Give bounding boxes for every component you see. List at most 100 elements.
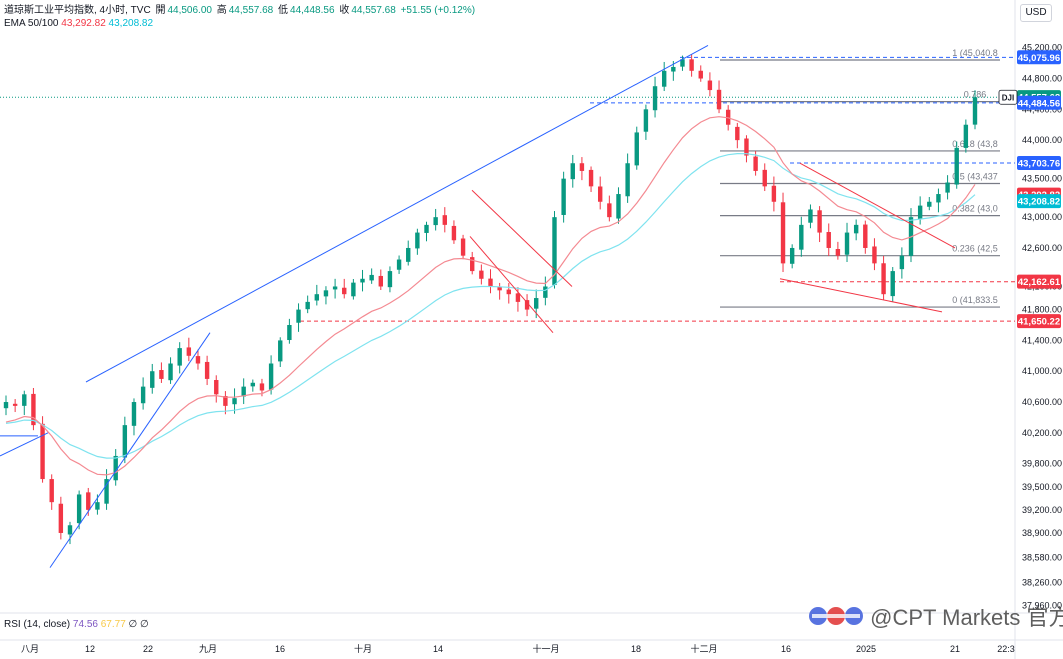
candle-body	[543, 286, 548, 298]
y-tick-label: 42,600.00	[1022, 243, 1062, 253]
candle-body	[67, 525, 73, 535]
x-tick-label: 22	[143, 644, 153, 654]
candle-body	[799, 224, 804, 250]
y-tick-label: 43,500.00	[1022, 174, 1062, 184]
candle-body	[561, 178, 566, 215]
low-label: 低	[278, 5, 289, 16]
wedge-lower	[779, 278, 943, 313]
candle-body	[369, 274, 374, 281]
upper-trendline	[85, 44, 709, 383]
candle-body	[616, 194, 621, 219]
candle-body	[534, 298, 539, 309]
candle-body	[607, 203, 612, 218]
change-value: +51.55 (+0.12%)	[400, 5, 476, 16]
candle-body	[899, 255, 905, 270]
candle-body	[579, 163, 585, 171]
candle-body	[927, 201, 932, 207]
candle-body	[497, 286, 502, 291]
candle-body	[415, 232, 420, 249]
candle-body	[287, 325, 292, 341]
candle-body	[113, 455, 118, 481]
candle-body	[698, 70, 703, 79]
candle-body	[735, 126, 740, 141]
candle-body	[945, 182, 950, 193]
high-value: 44,557.68	[228, 5, 274, 16]
candle-body	[872, 246, 877, 264]
candle-body	[451, 225, 457, 241]
y-tick-label: 41,800.00	[1022, 305, 1062, 315]
candle-body	[652, 86, 658, 111]
price-label-text: 45,075.96	[1018, 53, 1060, 64]
rsi-extra2: ∅	[140, 619, 149, 630]
candle-body	[12, 403, 18, 406]
candle-body	[177, 348, 182, 366]
candle-body	[771, 185, 777, 202]
price-label-box	[1017, 50, 1061, 65]
cpt-logo-icon	[808, 605, 864, 633]
ema50-value: 43,292.82	[61, 18, 106, 29]
symbol-tag-text: DJI	[1002, 94, 1014, 103]
fib-level-label: 0 (41,833.5	[952, 295, 998, 305]
price-label-box	[1017, 314, 1061, 329]
rsi-extra1: ∅	[128, 619, 138, 630]
chart-header: 道琼斯工业平均指数, 4小时, TVC 開 44,506.00 高 44,557.6…	[4, 4, 477, 17]
candle-body	[31, 393, 36, 426]
candle-body	[296, 309, 301, 323]
candle-body	[186, 347, 192, 356]
candle-body	[963, 124, 969, 148]
candle-body	[214, 380, 219, 395]
candle-body	[661, 70, 667, 87]
candle-body	[479, 270, 484, 279]
channel-upper	[471, 189, 573, 287]
x-tick-label: 2025	[856, 644, 876, 654]
candle-body	[680, 59, 685, 67]
candle-body	[844, 232, 850, 255]
candle-body	[278, 340, 283, 362]
candle-body	[241, 386, 246, 397]
candle-body	[406, 247, 411, 262]
price-label-text: 41,650.22	[1018, 317, 1060, 328]
y-tick-label: 38,260.00	[1022, 577, 1062, 587]
fib-level-label: 0.236 (42,5	[952, 244, 998, 254]
fib-level-label: 1 (45,040.8	[952, 48, 998, 58]
candle-body	[268, 363, 274, 390]
x-tick-label: 十二月	[690, 643, 717, 654]
price-label-box	[1017, 155, 1061, 170]
low-value: 44,448.56	[290, 5, 335, 16]
candle-body	[506, 289, 511, 295]
y-tick-label: 44,000.00	[1022, 135, 1062, 145]
open-label: 開	[155, 5, 166, 16]
open-value: 44,506.00	[167, 5, 212, 16]
candle-body	[150, 371, 155, 388]
ema-legend[interactable]: EMA 50/100 43,292.82 43,208.82	[4, 18, 153, 29]
y-tick-label: 45,200.00	[1022, 43, 1062, 53]
y-tick-label: 40,200.00	[1022, 428, 1062, 438]
candle-body	[49, 479, 54, 503]
y-tick-label: 39,500.00	[1022, 482, 1062, 492]
candle-body	[826, 232, 831, 248]
candle-body	[689, 59, 694, 71]
candle-body	[22, 394, 27, 406]
candle-body	[442, 215, 447, 225]
ema-label: EMA 50/100	[4, 18, 59, 29]
candle-body	[140, 386, 146, 404]
candle-body	[195, 356, 201, 364]
candle-body	[104, 479, 109, 504]
candle-body	[76, 494, 82, 524]
rsi-legend[interactable]: RSI (14, close) 74.56 67.77 ∅ ∅	[4, 619, 149, 630]
candle-body	[95, 502, 100, 510]
candle-body	[954, 147, 959, 185]
fib-level-label: 0.382 (43,0	[952, 204, 998, 214]
candle-body	[835, 249, 841, 256]
rsi-value: 74.56	[72, 619, 98, 630]
candle-body	[168, 363, 173, 381]
candle-body	[86, 492, 91, 510]
currency-button[interactable]: USD	[1020, 4, 1052, 22]
candle-body	[488, 278, 493, 287]
price-label-box	[1017, 95, 1061, 110]
x-tick-label: 16	[275, 644, 285, 654]
channel-lower	[469, 236, 554, 334]
x-tick-label: 八月	[21, 644, 39, 654]
candle-body	[744, 138, 749, 156]
